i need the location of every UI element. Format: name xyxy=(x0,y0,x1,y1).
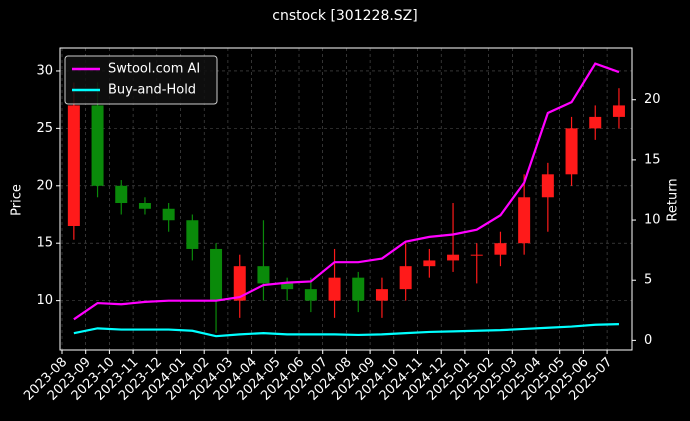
candle-body xyxy=(328,277,341,301)
y2-tick-label: 0 xyxy=(644,333,652,348)
candle-body xyxy=(494,243,507,255)
candle-body xyxy=(138,203,151,209)
candle-body xyxy=(589,116,602,129)
candle-body xyxy=(186,220,199,249)
y-tick-label: 15 xyxy=(36,236,53,251)
y2-axis-label: Return xyxy=(666,178,681,221)
candle-body xyxy=(399,266,412,290)
candle-body xyxy=(162,208,175,221)
legend-box xyxy=(64,55,218,105)
candle-body xyxy=(541,174,554,198)
y2-tick-label: 20 xyxy=(644,92,661,107)
candle-body xyxy=(423,260,436,267)
legend-label: Buy-and-Hold xyxy=(108,83,196,98)
candle-body xyxy=(233,266,246,301)
legend-label: Swtool.com AI xyxy=(108,62,200,77)
chart-title: cnstock [301228.SZ] xyxy=(272,8,417,24)
candle-body xyxy=(67,105,80,226)
candle-body xyxy=(612,105,625,117)
candle-body xyxy=(115,185,128,204)
y2-tick-label: 15 xyxy=(644,152,661,167)
candle-body xyxy=(352,277,365,301)
y2-tick-label: 10 xyxy=(644,213,661,228)
return-line xyxy=(73,323,619,338)
y2-tick-label: 5 xyxy=(644,273,652,288)
y-tick-label: 10 xyxy=(36,293,53,308)
candle-body xyxy=(447,254,460,261)
candle-body xyxy=(210,248,223,301)
y-axis-label: Price xyxy=(10,184,25,216)
candle-body xyxy=(375,289,388,301)
candle-body xyxy=(257,266,270,284)
return-line xyxy=(73,62,620,321)
y-tick-label: 30 xyxy=(36,63,53,78)
y-tick-label: 20 xyxy=(36,178,53,193)
candle-body xyxy=(518,197,531,244)
candle-body xyxy=(91,105,104,186)
candle-body xyxy=(470,254,483,256)
plot-frame xyxy=(59,47,633,351)
candle-body xyxy=(281,283,294,290)
y-tick-label: 25 xyxy=(36,121,53,136)
candle-body xyxy=(565,128,578,175)
candle-body xyxy=(304,289,317,301)
